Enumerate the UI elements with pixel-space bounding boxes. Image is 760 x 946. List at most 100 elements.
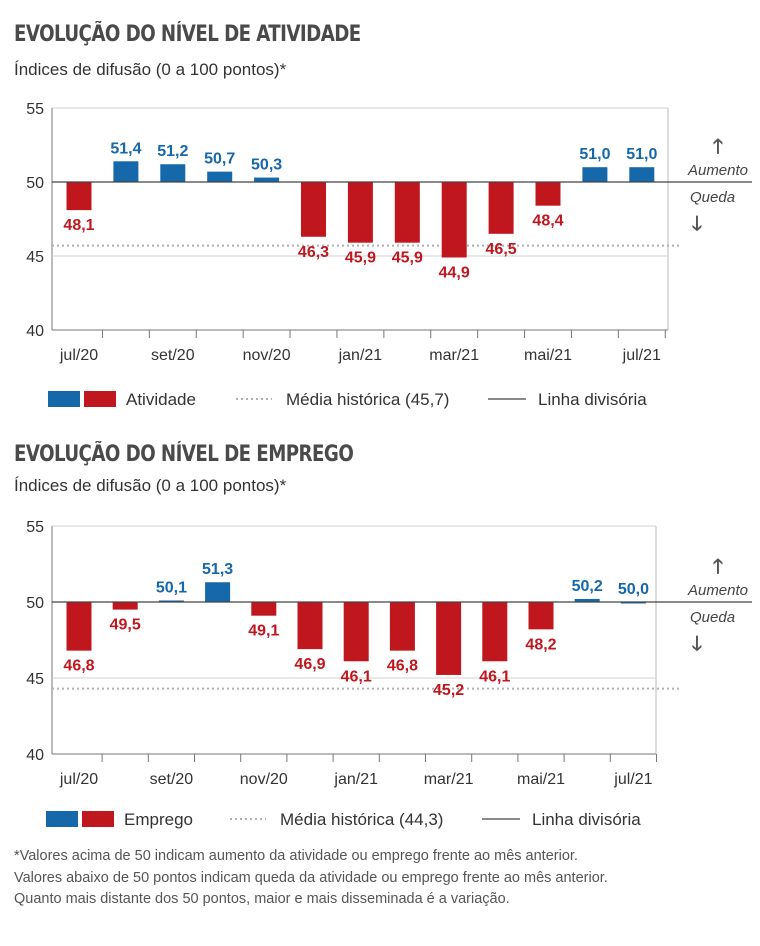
chart-title-activity: EVOLUÇÃO DO NÍVEL DE ATIVIDADE [14,22,361,47]
chart-title-employment: EVOLUÇÃO DO NÍVEL DE EMPREGO [14,442,354,467]
activity-data-label: 51,0 [579,146,610,163]
activity-legend-average-label: Média histórica (45,7) [286,390,449,409]
activity-x-tick-label: nov/20 [243,347,291,364]
activity-y-tick-label: 55 [26,101,44,118]
employment-bar-fev-21 [389,602,415,651]
activity-data-label: 48,4 [532,213,563,230]
employment-x-tick-label: set/20 [150,771,194,788]
employment-bar-jan-21 [343,602,369,662]
activity-legend-swatch-above [48,391,80,407]
employment-legend-divider-label: Linha divisória [532,810,641,829]
employment-data-label: 50,0 [618,581,649,598]
activity-x-tick-label: mai/21 [524,347,572,364]
activity-data-label: 45,9 [392,250,423,267]
activity-increase-label: Aumento [687,162,748,179]
employment-data-label: 46,1 [479,668,510,685]
employment-bar-dez-20 [297,602,323,650]
activity-data-label: 46,5 [486,241,517,258]
activity-data-label: 51,2 [157,143,188,160]
employment-legend-average-label: Média histórica (44,3) [280,810,443,829]
activity-data-label: 48,1 [63,217,94,234]
employment-data-label: 50,1 [156,579,187,596]
activity-decrease-label: Queda [690,189,735,206]
employment-bar-out-20 [205,582,231,602]
activity-data-label: 50,3 [251,157,282,174]
employment-x-tick-label: jan/21 [333,771,378,788]
employment-y-tick-label: 50 [26,595,44,612]
activity-bar-mar-21 [441,182,467,258]
activity-data-label: 51,4 [110,140,141,157]
chart-subtitle-employment: Índices de difusão (0 a 100 pontos)* [14,476,287,495]
employment-data-label: 48,2 [525,636,556,653]
activity-data-label: 45,9 [345,250,376,267]
employment-arrow-down-icon: 🡓 [692,631,702,655]
activity-y-tick-label: 45 [26,249,44,266]
activity-data-label: 50,7 [204,151,235,168]
employment-decrease-label: Queda [690,609,735,626]
employment-x-tick-label: jul/21 [613,771,652,788]
activity-bar-ago-20 [113,161,139,182]
employment-x-tick-label: mar/21 [424,771,474,788]
employment-bar-abr-21 [482,602,508,662]
chart-subtitle-activity: Índices de difusão (0 a 100 pontos)* [14,60,287,79]
activity-legend-series-label: Atividade [126,390,196,409]
footnote: *Valores acima de 50 indicam aumento da … [14,846,754,911]
activity-bar-jul-20 [66,182,92,211]
activity-x-tick-label: mar/21 [429,347,479,364]
employment-bar-mar-21 [436,602,462,675]
activity-bar-abr-21 [488,182,514,234]
employment-x-tick-label: nov/20 [240,771,288,788]
activity-bar-mai-21 [535,182,561,206]
employment-y-tick-label: 40 [26,747,44,764]
employment-data-label: 49,5 [110,617,141,634]
employment-x-tick-label: jul/20 [59,771,98,788]
employment-legend-swatch-above [46,811,78,827]
employment-y-tick-label: 55 [26,519,44,536]
footnote-line-2: Valores abaixo de 50 pontos indicam qued… [14,869,608,886]
employment-bar-set-20 [158,600,184,602]
employment-data-label: 50,2 [572,578,603,595]
activity-bar-jan-21 [347,182,373,243]
activity-data-label: 44,9 [439,264,470,281]
activity-arrow-up-icon: 🡑 [713,134,723,158]
activity-bar-dez-20 [301,182,326,237]
activity-x-tick-label: jul/21 [622,347,661,364]
activity-x-tick-label: set/20 [151,347,195,364]
employment-data-label: 46,9 [294,656,325,673]
employment-bar-nov-20 [251,602,277,616]
employment-legend-series-label: Emprego [124,810,193,829]
footnote-line-1: *Valores acima de 50 indicam aumento da … [14,848,578,864]
activity-bar-fev-21 [394,182,420,243]
employment-x-tick-label: mai/21 [517,771,565,788]
activity-bar-nov-20 [254,177,280,182]
employment-data-label: 45,2 [433,682,464,699]
employment-data-label: 46,8 [63,658,94,675]
activity-x-tick-label: jul/20 [59,347,98,364]
activity-y-tick-label: 40 [26,323,44,340]
employment-data-label: 46,1 [341,668,372,685]
employment-bar-jun-21 [574,598,600,602]
activity-bar-set-20 [160,164,186,182]
activity-legend-swatch-below [84,391,116,407]
employment-legend-swatch-below [82,811,114,827]
activity-data-label: 46,3 [298,244,329,261]
activity-bar-jul-21 [629,167,655,182]
employment-y-tick-label: 45 [26,671,44,688]
employment-increase-label: Aumento [687,582,748,599]
activity-legend-divider-label: Linha divisória [538,390,647,409]
activity-y-tick-label: 50 [26,175,44,192]
employment-bar-mai-21 [528,602,554,630]
activity-arrow-down-icon: 🡓 [692,211,702,235]
employment-bar-ago-20 [112,602,138,610]
employment-arrow-up-icon: 🡑 [713,554,723,578]
activity-x-tick-label: jan/21 [338,347,383,364]
employment-data-label: 46,8 [387,658,418,675]
activity-data-label: 51,0 [626,146,657,163]
employment-data-label: 49,1 [248,623,279,640]
employment-bar-jul-21 [620,602,646,604]
employment-bar-jul-20 [66,602,92,651]
activity-bar-jun-21 [582,167,608,182]
activity-bar-out-20 [207,171,233,182]
